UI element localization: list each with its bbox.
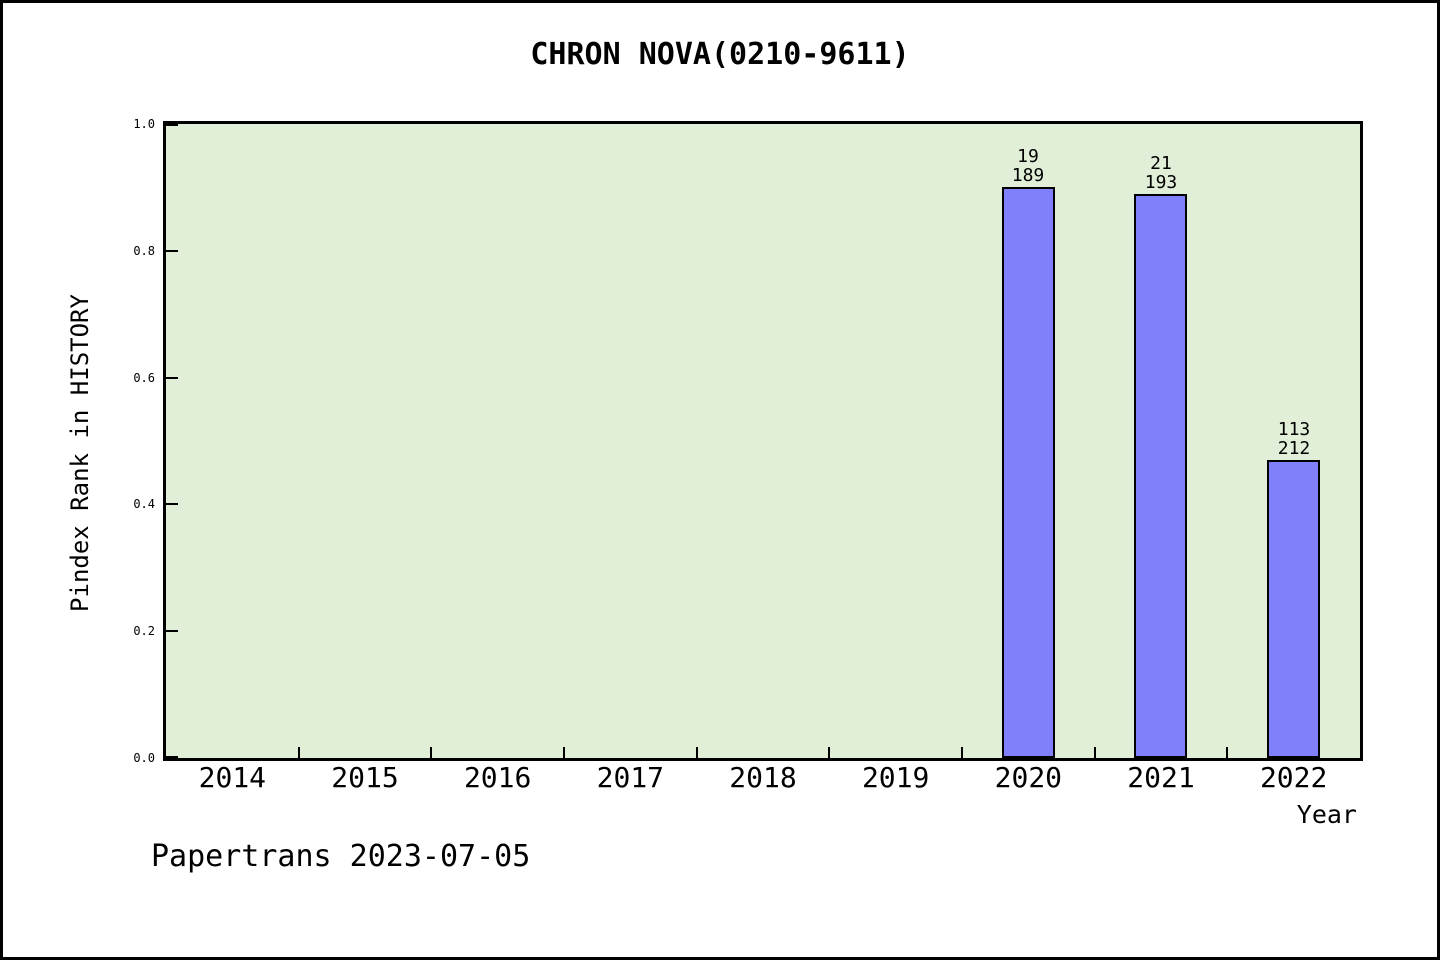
bar-value-label-2022: 113 212 [1277, 419, 1311, 459]
y-tick-label: 0.8 [133, 243, 155, 258]
x-tick-mark [430, 747, 433, 758]
y-tick-mark [166, 249, 178, 252]
plot-area: 19 189 21 193 113 212 [163, 121, 1363, 761]
x-tick-label: 2019 [861, 761, 930, 794]
x-tick-label: 2014 [198, 761, 267, 794]
y-tick-mark [166, 503, 178, 506]
y-tick-label: 0.0 [133, 751, 155, 765]
x-tick-mark [695, 747, 698, 758]
y-tick-label: 0.2 [133, 624, 155, 639]
x-tick-label: 2015 [331, 761, 399, 794]
y-tick-mark [166, 756, 178, 758]
bar-2022 [1267, 460, 1320, 758]
x-tick-label: 2022 [1259, 761, 1328, 794]
y-axis-label: Pindex Rank in HISTORY [66, 294, 94, 612]
bar-2020 [1002, 187, 1055, 758]
x-tick-label: 2020 [994, 761, 1063, 794]
x-tick-mark [297, 747, 300, 758]
y-tick-label: 1.0 [133, 117, 155, 131]
x-tick-mark [1226, 747, 1229, 758]
y-tick-mark [166, 630, 178, 633]
y-tick-mark [166, 376, 178, 379]
y-tick-mark [166, 124, 178, 126]
y-tick-label: 0.4 [133, 497, 155, 512]
x-tick-label: 2016 [463, 761, 532, 794]
x-tick-label: 2017 [596, 761, 665, 794]
bar-2021 [1134, 194, 1187, 758]
bar-value-label-2020: 19 189 [1011, 146, 1045, 186]
x-axis-label: Year [1296, 800, 1357, 829]
footer-watermark: Papertrans 2023-07-05 [151, 839, 531, 874]
x-tick-label: 2018 [729, 761, 797, 794]
x-tick-label: 2021 [1127, 761, 1195, 794]
x-tick-mark [828, 747, 831, 758]
chart-title: CHRON NOVA(0210-9611) [530, 37, 910, 72]
x-tick-mark [961, 747, 963, 758]
x-tick-mark [1093, 747, 1096, 758]
y-tick-label: 0.6 [133, 370, 155, 385]
bar-value-label-2021: 21 193 [1144, 153, 1178, 193]
x-tick-mark [563, 747, 565, 758]
